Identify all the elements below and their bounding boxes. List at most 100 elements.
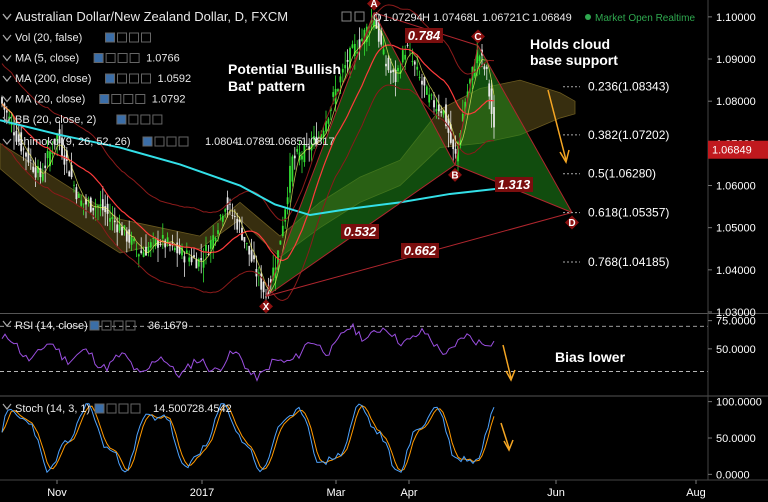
svg-text:B: B <box>451 170 458 181</box>
candle-body <box>154 238 157 247</box>
legend-chevron-icon <box>2 96 12 103</box>
candle-body <box>279 240 282 245</box>
collapse-chevron-icon[interactable] <box>2 13 12 21</box>
svg-text:A: A <box>370 0 377 10</box>
candle-body <box>140 250 143 253</box>
candle-body <box>56 134 59 142</box>
legend-tool-icon <box>105 53 116 63</box>
candle-body <box>188 257 191 262</box>
svg-text:X: X <box>263 302 270 313</box>
rsi-tick-label: 75.0000 <box>716 316 756 328</box>
indicator-legends[interactable]: Vol (20, false) MA (5, close) 1.0766 MA (20… <box>2 32 335 148</box>
annotation-cloud: Holds cloud base support <box>530 36 618 164</box>
ratio-label: 0.784 <box>405 28 443 43</box>
legend-tool-icon <box>118 403 129 414</box>
candle-body <box>63 155 66 165</box>
candle-body <box>435 109 438 112</box>
candle-body <box>358 39 361 48</box>
candle-body <box>430 94 433 96</box>
legend-label: MA (20, close) <box>15 94 85 106</box>
legend-tool-icon <box>135 94 146 104</box>
legend-tool-icon <box>89 320 100 331</box>
ohlc-open-value: 1.07294 <box>383 12 423 24</box>
candle-body <box>421 80 423 85</box>
xab-triangle <box>266 12 455 297</box>
ma20-line <box>1 44 495 262</box>
candle-body <box>373 20 375 28</box>
bcd-triangle <box>455 45 572 213</box>
candle-body <box>406 44 409 46</box>
candle-body <box>231 215 234 216</box>
candle-body <box>58 129 61 144</box>
candle-body <box>303 144 306 163</box>
legend-tool-icon <box>106 403 117 414</box>
legend-row: BB (20, close, 2) <box>2 114 163 126</box>
candle-body <box>27 147 30 163</box>
candle-body <box>89 197 92 212</box>
candle-body <box>219 215 222 217</box>
pattern-note-line1: Potential 'Bullish <box>228 61 341 77</box>
candle-body <box>325 120 327 132</box>
candle-body <box>233 216 236 217</box>
candle-body <box>274 267 277 279</box>
stoch-k-series <box>1 403 495 474</box>
time-tick-label: Apr <box>400 487 417 499</box>
price-tick-label: 1.05000 <box>716 223 756 235</box>
candle-body <box>82 203 85 205</box>
time-axis[interactable]: Nov 2017 Mar Apr Jun Aug <box>47 480 706 499</box>
candle-body <box>46 151 49 159</box>
legend-row-ichimoku: Ichimoku (9, 26, 52, 26) 1.08041.07891.06… <box>2 136 335 148</box>
stoch-tick-label: 0.0000 <box>716 469 750 481</box>
fib-level-label: 0.5(1.06280) <box>588 167 656 181</box>
candle-body <box>332 92 335 97</box>
candle-body <box>339 76 342 83</box>
ohlc-open-key: O <box>373 12 382 24</box>
legend-value: 1.0789 <box>237 136 271 148</box>
candle-body <box>214 238 217 242</box>
oscillator-legends[interactable]: RSI (14, close) 36.1679 Stoch (14, 3, 1) 14… <box>2 320 232 415</box>
candle-body <box>243 236 246 242</box>
candle-body <box>346 59 349 62</box>
legend-value: 14.5007 <box>153 403 193 415</box>
bollinger-lower-line <box>1 84 494 302</box>
legend-label: Vol (20, false) <box>15 32 82 44</box>
legend-label: RSI (14, close) <box>15 320 88 332</box>
candle-body <box>17 134 20 142</box>
ratio-label: 1.313 <box>495 177 533 192</box>
candle-body <box>178 245 181 254</box>
candle-body <box>238 219 241 223</box>
harmonic-pattern-fill <box>266 12 572 297</box>
candle-body <box>130 236 133 245</box>
point-c-marker: C <box>471 29 485 44</box>
legend-value: 1.0685 <box>269 136 303 148</box>
header-toolbar-icons[interactable] <box>341 11 365 22</box>
candle-body <box>32 166 35 173</box>
price-tick-label: 1.03000 <box>716 307 756 319</box>
market-status-dot-icon <box>585 14 591 20</box>
candle-body <box>152 238 155 239</box>
candle-body <box>61 137 63 156</box>
candle-body <box>137 254 140 257</box>
time-tick-label: Nov <box>47 487 67 499</box>
candle-body <box>337 89 339 92</box>
ohlc-close-value: 1.06849 <box>532 12 572 24</box>
bollinger-upper-line <box>1 4 494 221</box>
candle-body <box>308 146 311 150</box>
candle-body <box>389 70 392 73</box>
candle-body <box>80 200 83 206</box>
candle-body <box>111 217 114 219</box>
candle-body <box>425 86 428 95</box>
candle-body <box>29 159 32 161</box>
candle-body <box>147 247 150 253</box>
ma200-line <box>0 119 497 217</box>
candle-body <box>49 151 51 167</box>
fib-level-label: 0.236(1.08343) <box>588 80 669 94</box>
stoch-panel[interactable] <box>0 398 708 478</box>
candle-body <box>200 258 203 261</box>
legend-tool-icon <box>93 53 104 63</box>
candle-body <box>401 50 404 63</box>
candle-body <box>20 132 23 152</box>
legend-value: 1.0766 <box>146 53 180 65</box>
candle-body <box>75 187 78 200</box>
